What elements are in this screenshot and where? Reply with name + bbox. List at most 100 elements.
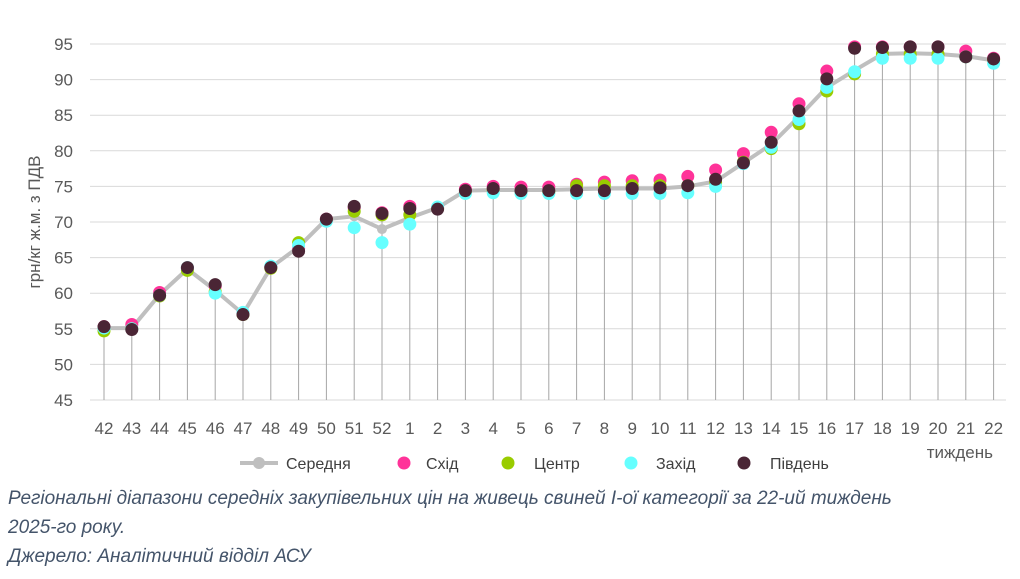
data-point [347, 221, 361, 235]
y-tick-label: 55 [54, 320, 73, 339]
data-point [848, 41, 862, 55]
x-tick-label: 42 [95, 419, 114, 438]
y-tick-label: 80 [54, 142, 73, 161]
y-tick-label: 90 [54, 71, 73, 90]
data-point [792, 104, 806, 118]
legend-marker [253, 457, 265, 469]
caption-title-continued: 2025-го року. [8, 517, 126, 538]
data-point [431, 202, 445, 216]
data-point [153, 288, 167, 302]
x-tick-label: 8 [600, 419, 609, 438]
x-tick-label: 9 [627, 419, 636, 438]
data-point [764, 125, 778, 139]
y-tick-label: 95 [54, 35, 73, 54]
legend-marker [624, 456, 638, 470]
x-tick-label: 19 [901, 419, 920, 438]
legend-marker [397, 456, 411, 470]
legend-label: Центр [534, 456, 580, 473]
data-point [625, 182, 639, 196]
data-point [820, 72, 834, 86]
data-point [653, 181, 667, 195]
data-point [903, 40, 917, 54]
data-point [236, 308, 250, 322]
data-point [377, 224, 387, 235]
series-layer [97, 40, 1001, 338]
x-tick-label: 52 [373, 419, 392, 438]
x-axis-ticks: 42 43 44 45 46 47 48 49 50 51 52 1 2 3 4 5 6 7 8 9 10 11 12 13 1… [95, 419, 1004, 438]
x-tick-label: 46 [206, 419, 225, 438]
x-tick-label: 18 [873, 419, 892, 438]
x-tick-label: 1 [405, 419, 414, 438]
data-point [959, 50, 973, 64]
x-tick-label: 20 [929, 419, 948, 438]
data-point [97, 320, 111, 334]
x-tick-label: 51 [345, 419, 364, 438]
data-point [347, 199, 361, 213]
x-tick-label: 13 [734, 419, 753, 438]
x-tick-label: 5 [516, 419, 525, 438]
x-tick-label: 49 [289, 419, 308, 438]
data-point [681, 169, 695, 183]
x-tick-label: 17 [845, 419, 864, 438]
data-point [514, 184, 528, 198]
legend-label: Південь [770, 456, 829, 473]
y-tick-label: 65 [54, 249, 73, 268]
data-point [931, 51, 945, 65]
grid-lines [90, 43, 1006, 401]
data-point [375, 236, 389, 250]
data-point [875, 51, 889, 65]
legend-marker [501, 456, 515, 470]
x-tick-label: 14 [762, 419, 781, 438]
x-tick-label: 4 [488, 419, 497, 438]
y-tick-label: 85 [54, 106, 73, 125]
data-point [375, 206, 389, 220]
data-point [709, 163, 723, 177]
data-point [736, 156, 750, 170]
x-tick-label: 11 [679, 419, 697, 438]
data-point [292, 244, 306, 258]
y-axis-label: грн/кг ж.м. з ПДВ [25, 156, 44, 289]
data-point [264, 261, 278, 275]
legend-item: Південь [737, 456, 829, 473]
data-point [208, 278, 222, 292]
data-point [458, 184, 472, 198]
x-tick-label: 2 [433, 419, 442, 438]
y-tick-label: 70 [54, 213, 73, 232]
x-tick-label: 44 [150, 419, 169, 438]
series-Південь [97, 40, 1001, 337]
data-point [180, 261, 194, 275]
data-point [125, 323, 139, 337]
x-tick-label: 7 [572, 419, 581, 438]
y-tick-label: 60 [54, 284, 73, 303]
data-point [486, 182, 500, 196]
drop-lines [103, 46, 995, 400]
legend-item: Центр [501, 456, 580, 473]
x-tick-label: 15 [790, 419, 809, 438]
y-axis-ticks: 45 50 55 60 65 70 75 80 85 90 95 [54, 35, 73, 410]
caption-source: Джерело: Аналітичний відділ АСУ [8, 546, 311, 567]
x-tick-label: 50 [317, 419, 336, 438]
legend-item: Середня [240, 456, 351, 473]
x-tick-label: 6 [544, 419, 553, 438]
data-point [709, 172, 723, 186]
y-tick-label: 45 [54, 391, 73, 410]
x-axis-label: тиждень [927, 443, 993, 462]
caption-title: Регіональні діапазони середніх закупівел… [8, 488, 892, 509]
x-tick-label: 12 [706, 419, 725, 438]
data-point [597, 184, 611, 198]
x-tick-label: 21 [956, 419, 975, 438]
data-point [403, 217, 417, 231]
data-point [903, 51, 917, 65]
legend-marker [737, 456, 751, 470]
data-point [542, 184, 556, 198]
legend-label: Схід [426, 456, 459, 473]
data-point [764, 135, 778, 149]
legend-label: Середня [286, 456, 351, 473]
x-tick-label: 45 [178, 419, 197, 438]
x-tick-label: 22 [984, 419, 1003, 438]
data-point [570, 184, 584, 198]
data-point [403, 201, 417, 215]
legend-item: Захід [624, 456, 696, 473]
legend-label: Захід [656, 456, 696, 473]
